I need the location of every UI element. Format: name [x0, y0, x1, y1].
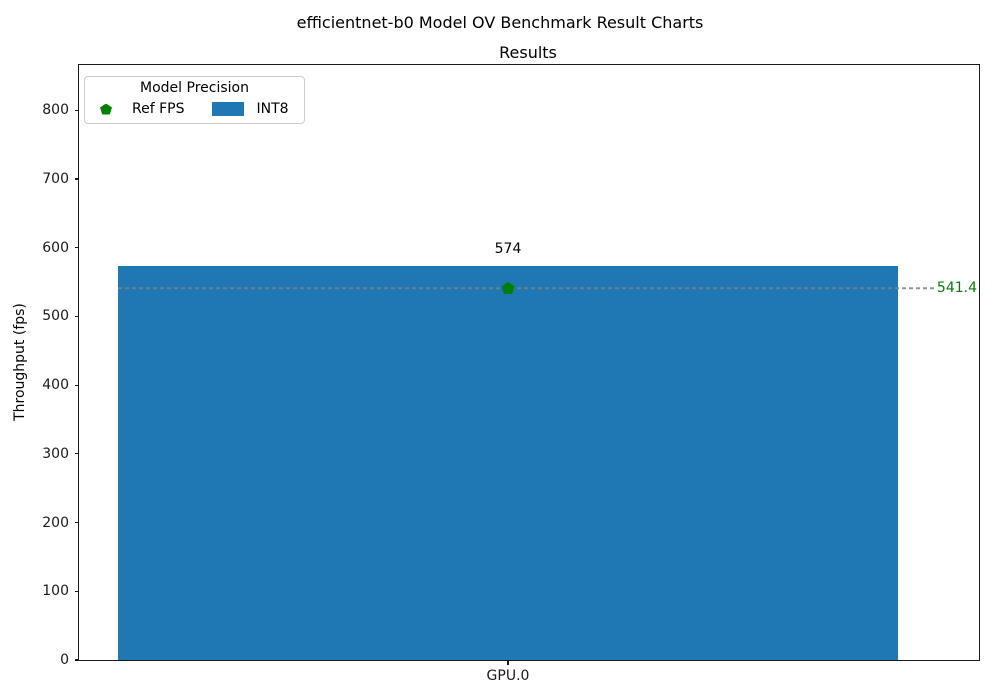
y-tick-label: 600: [42, 239, 69, 256]
plot-area: 574 541.4 GPU.0 Model Precision Ref FPS …: [42, 64, 980, 684]
y-tick-mark: [75, 384, 79, 386]
axes-title: Results: [499, 43, 557, 62]
y-tick-mark: [75, 178, 79, 180]
y-tick-label: 400: [42, 377, 69, 394]
y-tick-label: 0: [60, 652, 69, 668]
legend-int8-swatch: [212, 102, 245, 116]
y-tick-mark: [75, 453, 79, 455]
y-tick-mark: [75, 659, 79, 661]
y-tick-label: 300: [42, 445, 69, 462]
legend-row: Ref FPS INT8: [85, 97, 304, 117]
y-tick-mark: [75, 315, 79, 318]
legend-label-ref-fps: Ref FPS: [132, 101, 185, 117]
ref-value-label: 541.4: [936, 280, 977, 297]
y-tick-label: 200: [42, 514, 69, 531]
y-tick-mark: [75, 247, 79, 249]
bar-int8: [118, 265, 898, 660]
legend: Model Precision Ref FPS INT8: [84, 76, 305, 124]
figure-title: efficientnet-b0 Model OV Benchmark Resul…: [296, 13, 704, 32]
y-tick-label: 800: [42, 102, 69, 119]
ref-line: [118, 287, 934, 289]
bar-value-label: 574: [494, 240, 522, 257]
y-tick-mark: [75, 109, 79, 111]
y-tick-label: 700: [42, 171, 69, 188]
x-tick-label: GPU.0: [486, 668, 530, 684]
legend-ref-fps-pentagon-icon: [100, 103, 112, 115]
x-tick-mark: [507, 661, 509, 665]
legend-label-int8: INT8: [256, 101, 289, 117]
legend-title: Model Precision: [140, 80, 249, 96]
y-tick-label: 100: [42, 583, 69, 600]
y-tick-mark: [75, 590, 79, 592]
y-tick-label: 500: [42, 308, 69, 325]
ref-fps-marker-pentagon-icon: [501, 282, 515, 295]
y-tick-mark: [75, 521, 79, 524]
y-axis-label: Throughput (fps): [12, 303, 28, 421]
